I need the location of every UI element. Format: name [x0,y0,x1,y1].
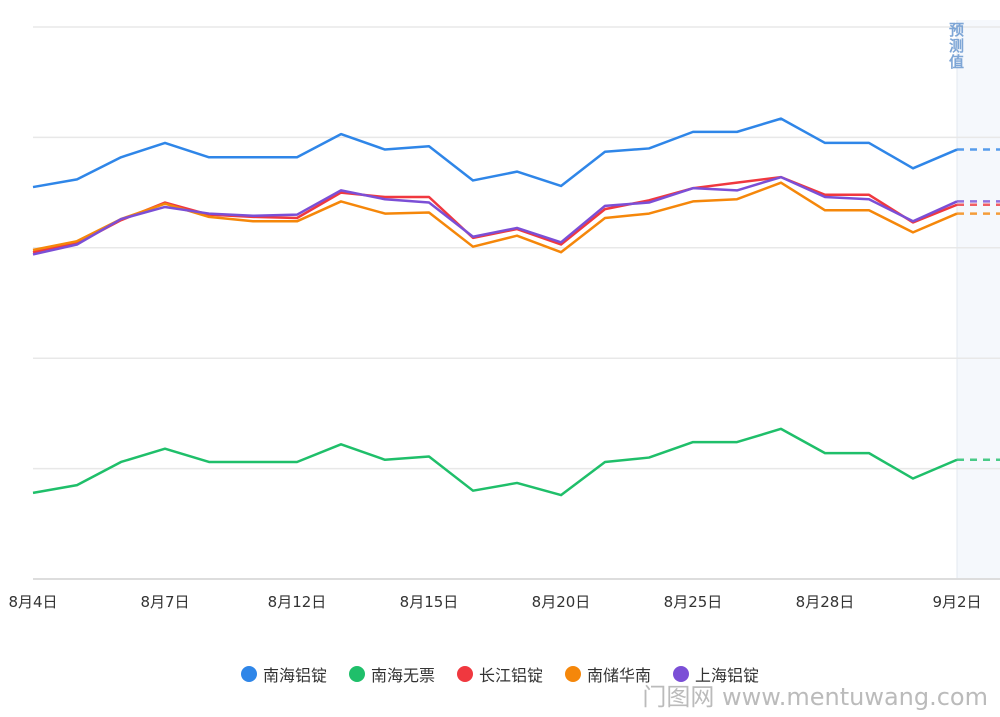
forecast-label: 预测值 [947,22,965,70]
legend-dot-icon [348,666,365,682]
legend-label: 上海铝锭 [695,666,760,685]
forecast-band [957,20,1000,579]
series-line-4 [32,175,958,256]
watermark: 门图网 www.mentuwang.com [642,683,988,711]
legend-label: 长江铝锭 [478,666,543,685]
legend-label: 南海无票 [370,666,435,685]
legend-dot-icon [240,666,257,682]
legend-label: 南海铝锭 [262,666,327,685]
series-line-0 [32,117,958,189]
x-tick-label: 8月7日 [140,593,189,611]
x-tick-label: 8月25日 [664,593,723,611]
legend-item[interactable]: 南海铝锭 [240,662,327,686]
legend-dot-icon [673,666,690,682]
legend-item[interactable]: 长江铝锭 [456,662,543,686]
x-tick-label: 8月28日 [796,593,855,611]
legend-dot-icon [456,666,473,682]
legend-item[interactable]: 上海铝锭 [673,662,759,686]
x-tick-label: 8月4日 [8,593,57,611]
legend-label: 南储华南 [587,666,652,685]
x-tick-label: 8月15日 [400,593,459,611]
x-tick-label: 8月20日 [532,593,591,611]
legend: 南海铝锭 南海无票 长江铝锭 南储华南 上海铝锭 [0,662,1000,686]
x-tick-label: 8月12日 [268,593,327,611]
legend-item[interactable]: 南海无票 [348,662,435,686]
legend-item[interactable]: 南储华南 [565,662,651,686]
legend-dot-icon [565,666,581,682]
series-line-1 [32,427,958,497]
x-tick-label: 9月2日 [932,593,981,611]
